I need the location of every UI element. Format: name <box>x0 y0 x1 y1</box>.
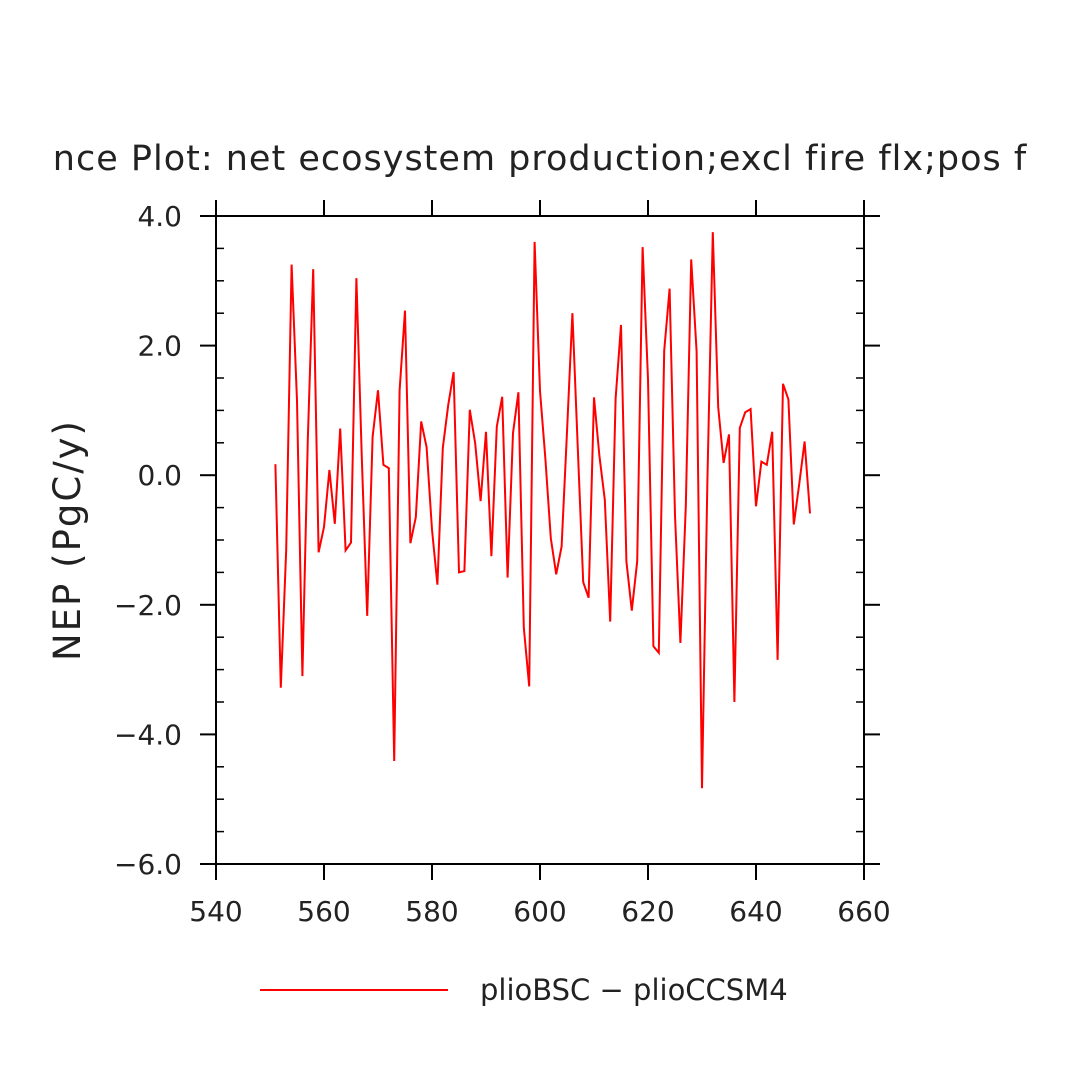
plot-area: 540 560 580 600 620 640 660 −6.0 −4.0 −2.0 0.0 2.0 4… <box>114 200 891 928</box>
y-tick-label: −4.0 <box>114 718 182 751</box>
x-tick-label: 620 <box>621 895 674 928</box>
x-tick-label: 660 <box>837 895 890 928</box>
series-line-0 <box>274 232 811 789</box>
x-tick-label: 600 <box>513 895 566 928</box>
y-tick-label: −2.0 <box>114 589 182 622</box>
legend: plioBSC − plioCCSM4 <box>260 973 788 1007</box>
y-axis-label: NEP (PgC/y) <box>46 419 89 661</box>
y-tick-label: 2.0 <box>137 330 182 363</box>
y-tick-label: 0.0 <box>137 459 182 492</box>
legend-entry: plioBSC − plioCCSM4 <box>480 973 788 1007</box>
x-tick-label: 560 <box>297 895 350 928</box>
chart-title: nce Plot: net ecosystem production;excl … <box>53 139 1027 179</box>
y-tick-label: −6.0 <box>114 848 182 881</box>
x-tick-label: 640 <box>729 895 782 928</box>
y-tick-label: 4.0 <box>137 200 182 233</box>
x-tick-label: 540 <box>189 895 242 928</box>
x-tick-label: 580 <box>405 895 458 928</box>
